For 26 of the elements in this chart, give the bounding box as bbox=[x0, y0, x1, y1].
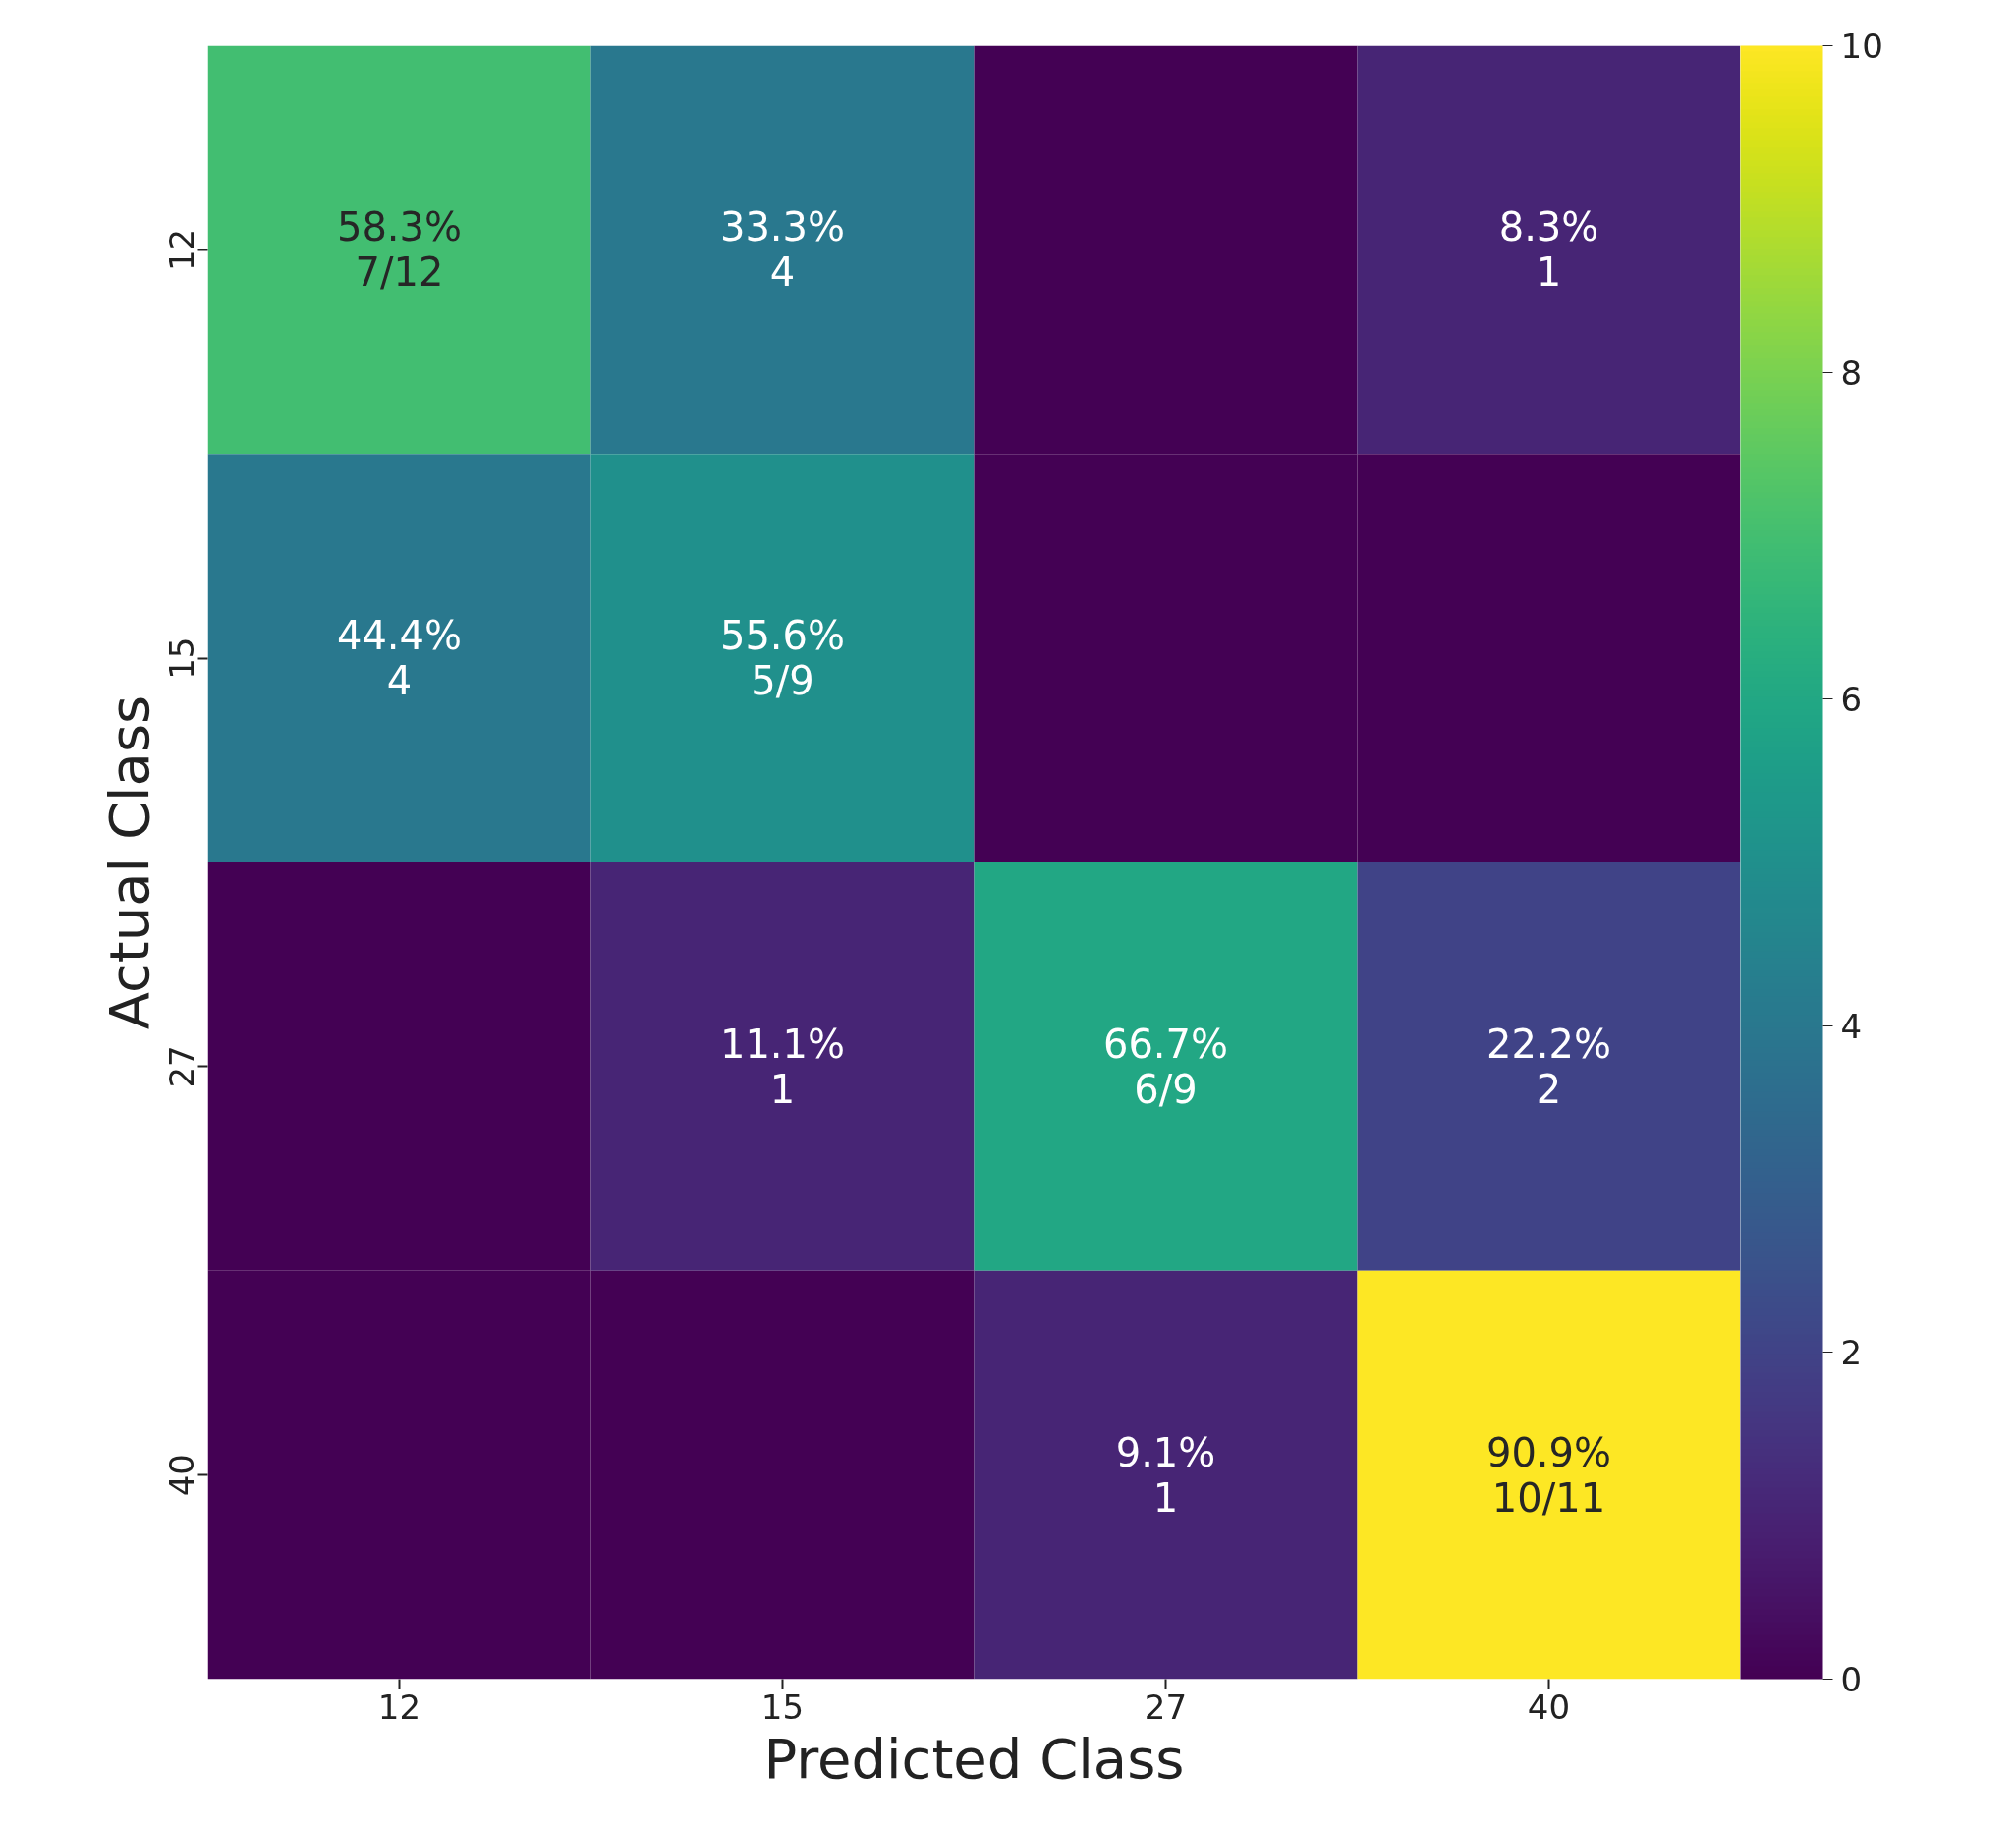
y-tick-label: 27 bbox=[161, 1045, 201, 1088]
x-axis-title: Predicted Class bbox=[763, 1726, 1185, 1791]
y-axis-title: Actual Class bbox=[96, 694, 161, 1030]
data-label: 9.1% 1 bbox=[1115, 1429, 1216, 1521]
data-label: 58.3% 7/12 bbox=[336, 204, 463, 296]
color-bar-label: 10 bbox=[1840, 27, 1883, 66]
x-tick-label: 12 bbox=[377, 1687, 421, 1727]
color-bar-label: 8 bbox=[1840, 353, 1863, 393]
data-label: 11.1% 1 bbox=[719, 1021, 846, 1112]
color-bar-label: 0 bbox=[1840, 1660, 1863, 1699]
data-label: 22.2% 2 bbox=[1485, 1021, 1612, 1112]
data-label: 8.3% 1 bbox=[1498, 204, 1599, 296]
color-bar-label: 4 bbox=[1840, 1006, 1863, 1046]
x-tick-label: 27 bbox=[1144, 1687, 1188, 1727]
data-label: 33.3% 4 bbox=[719, 204, 846, 296]
data-label: 44.4% 4 bbox=[336, 613, 463, 704]
y-tick-label: 40 bbox=[161, 1453, 201, 1497]
color-bar-label: 6 bbox=[1840, 680, 1863, 720]
y-tick-label: 12 bbox=[161, 228, 201, 272]
color-bar-label: 2 bbox=[1840, 1333, 1863, 1373]
x-tick-label: 40 bbox=[1527, 1687, 1571, 1727]
data-label: 55.6% 5/9 bbox=[719, 613, 846, 704]
x-tick-label: 15 bbox=[760, 1687, 805, 1727]
data-label: 66.7% 6/9 bbox=[1102, 1021, 1229, 1112]
data-label: 90.9% 10/11 bbox=[1485, 1429, 1612, 1521]
y-tick-label: 15 bbox=[161, 637, 201, 680]
